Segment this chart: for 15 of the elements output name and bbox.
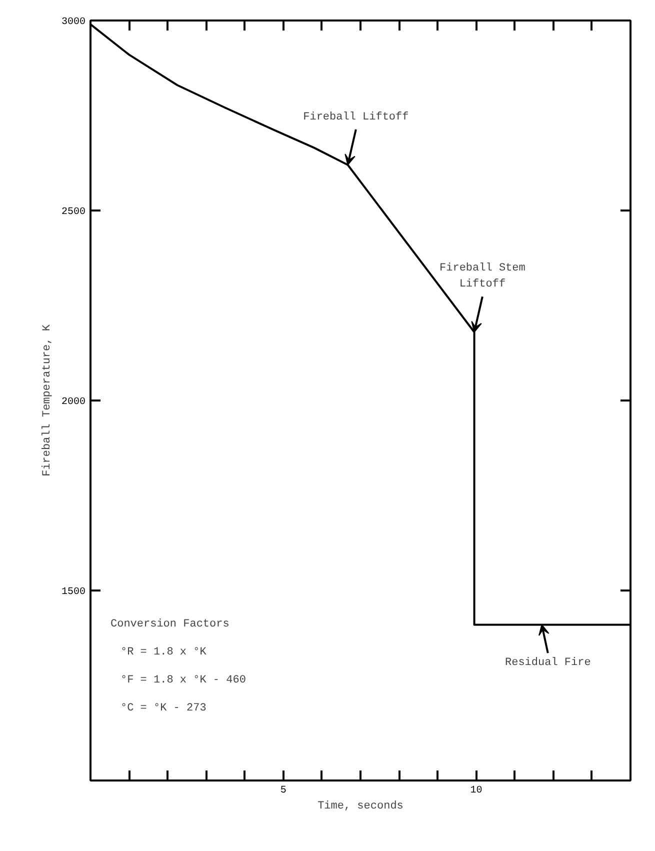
- annotation: Fireball Stem Liftoff: [440, 262, 526, 291]
- annotation: Fireball Liftoff: [303, 111, 409, 124]
- annotation: °C = °K - 273: [120, 702, 206, 714]
- y-tick-label: 2500: [61, 207, 86, 218]
- annotation: Conversion Factors: [110, 618, 230, 630]
- x-tick-label: 5: [280, 786, 286, 796]
- y-tick-label: 2000: [61, 397, 86, 408]
- y-tick-label: 1500: [61, 587, 86, 598]
- annotation: °F = 1.8 x °K - 460: [120, 674, 246, 686]
- y-tick-label: 3000: [61, 17, 86, 28]
- y-axis-title: Fireball Temperature, K: [41, 324, 54, 476]
- annotation: Residual Fire: [504, 657, 591, 670]
- x-axis-title: Time, seconds: [318, 800, 404, 812]
- annotation: °R = 1.8 x °K: [120, 646, 207, 658]
- x-tick-label: 10: [470, 786, 482, 796]
